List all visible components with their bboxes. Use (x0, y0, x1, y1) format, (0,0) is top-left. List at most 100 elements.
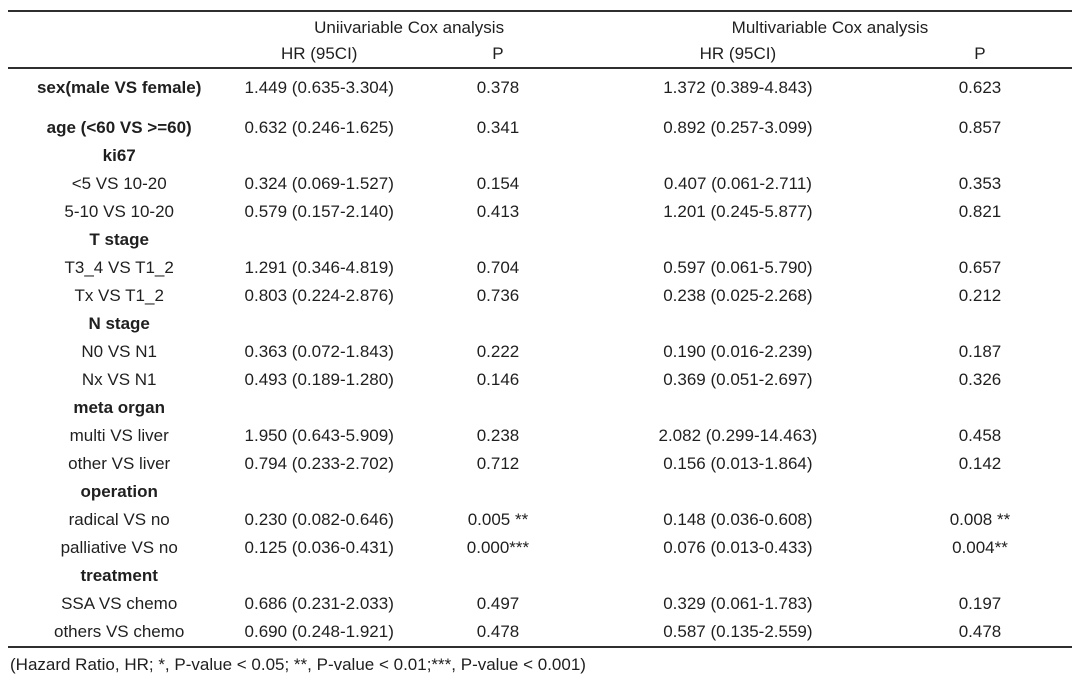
uni-hr-value: 0.363 (0.072-1.843) (244, 342, 394, 361)
row-label: multi VS liver (69, 426, 169, 445)
uni-hr-value: 0.324 (0.069-1.527) (244, 174, 394, 193)
footnote: (Hazard Ratio, HR; *, P-value < 0.05; **… (8, 646, 1072, 684)
uni-hr-value (230, 142, 408, 170)
uni-p-value: 0.736 (476, 286, 520, 305)
table-row: others VS chemo 0.690 (0.248-1.921) 0.47… (8, 618, 1072, 647)
multi-p-value: 0.821 (958, 202, 1002, 221)
multi-p-value: 0.326 (958, 370, 1002, 389)
multi-hr-header: HR (95CI) (587, 41, 888, 69)
row-label: T stage (89, 230, 149, 249)
table-row: Tx VS T1_2 0.803 (0.224-2.876) 0.736 0.2… (8, 282, 1072, 310)
group-header-spacer (8, 10, 231, 41)
multi-hr-value: 1.201 (0.245-5.877) (663, 202, 813, 221)
uni-p-value (408, 226, 588, 254)
multi-hr-value: 0.407 (0.061-2.711) (663, 174, 812, 193)
table-footer: (Hazard Ratio, HR; *, P-value < 0.05; **… (8, 646, 1072, 684)
uni-hr-value (230, 226, 408, 254)
cox-analysis-table-container: Uniivariable Cox analysis Multivariable … (8, 10, 1072, 684)
row-label: SSA VS chemo (61, 594, 178, 613)
uni-hr-value: 0.686 (0.231-2.033) (244, 594, 394, 613)
row-label: sex(male VS female) (36, 78, 202, 97)
uni-p-value: 0.378 (476, 78, 520, 97)
sub-header-row: HR (95CI) P HR (95CI) P (8, 41, 1072, 69)
uni-p-value (408, 142, 588, 170)
multi-p-value: 0.657 (958, 258, 1002, 277)
multi-hr-value (588, 562, 888, 590)
uni-hr-value: 1.291 (0.346-4.819) (244, 258, 394, 277)
multi-p-value: 0.353 (958, 174, 1002, 193)
row-label: treatment (80, 566, 158, 585)
table-row: meta organ (8, 394, 1072, 422)
uni-p-value (408, 478, 588, 506)
multi-hr-value: 0.329 (0.061-1.783) (663, 594, 813, 613)
uni-hr-value (230, 310, 408, 338)
multi-p-value (888, 226, 1072, 254)
uni-hr-value: 1.449 (0.635-3.304) (244, 78, 394, 97)
multi-hr-value: 0.597 (0.061-5.790) (663, 258, 813, 277)
cox-analysis-table: Uniivariable Cox analysis Multivariable … (8, 10, 1072, 684)
uni-hr-value (230, 394, 408, 422)
uni-p-value (408, 562, 588, 590)
uni-hr-value (230, 562, 408, 590)
table-row: age (<60 VS >=60) 0.632 (0.246-1.625) 0.… (8, 114, 1072, 142)
uni-p-value (408, 310, 588, 338)
uni-p-value: 0.712 (476, 454, 520, 473)
uni-hr-value: 1.950 (0.643-5.909) (244, 426, 394, 445)
row-label: 5-10 VS 10-20 (64, 202, 174, 221)
multi-p-value: 0.187 (958, 342, 1002, 361)
uni-p-value: 0.413 (476, 202, 520, 221)
uni-hr-value: 0.690 (0.248-1.921) (244, 622, 394, 641)
uni-hr-value: 0.632 (0.246-1.625) (244, 118, 394, 137)
group-header-multivariable: Multivariable Cox analysis (587, 10, 1072, 41)
row-label: T3_4 VS T1_2 (64, 258, 174, 277)
multi-hr-value: 0.156 (0.013-1.864) (663, 454, 813, 473)
table-body: sex(male VS female) 1.449 (0.635-3.304) … (8, 68, 1072, 647)
uni-p-value: 0.238 (476, 426, 520, 445)
uni-hr-value (230, 478, 408, 506)
row-label: palliative VS no (60, 538, 178, 557)
uni-p-header: P (408, 41, 588, 69)
row-label: Nx VS N1 (81, 370, 157, 389)
table-header: Uniivariable Cox analysis Multivariable … (8, 10, 1072, 69)
multi-hr-value: 0.369 (0.051-2.697) (663, 370, 813, 389)
uni-p-value: 0.000*** (466, 538, 530, 557)
table-row: 5-10 VS 10-20 0.579 (0.157-2.140) 0.413 … (8, 198, 1072, 226)
uni-hr-value: 0.493 (0.189-1.280) (244, 370, 394, 389)
table-row: N stage (8, 310, 1072, 338)
row-label: N0 VS N1 (81, 342, 157, 361)
multi-hr-value: 2.082 (0.299-14.463) (658, 426, 818, 445)
multi-hr-value: 0.238 (0.025-2.268) (663, 286, 813, 305)
row-label: others VS chemo (53, 622, 185, 641)
footnote-row: (Hazard Ratio, HR; *, P-value < 0.05; **… (8, 646, 1072, 684)
multi-p-value (888, 394, 1072, 422)
multi-hr-value: 0.587 (0.135-2.559) (663, 622, 813, 641)
row-label: meta organ (73, 398, 165, 417)
uni-p-value: 0.005 ** (467, 510, 529, 529)
uni-hr-value: 0.803 (0.224-2.876) (244, 286, 394, 305)
table-row: <5 VS 10-20 0.324 (0.069-1.527) 0.154 0.… (8, 170, 1072, 198)
uni-p-value: 0.146 (476, 370, 520, 389)
table-row: T stage (8, 226, 1072, 254)
uni-hr-header: HR (95CI) (230, 41, 409, 69)
table-row: ki67 (8, 142, 1072, 170)
multi-hr-value (588, 478, 888, 506)
uni-hr-value: 0.794 (0.233-2.702) (244, 454, 394, 473)
group-header-univariable: Uniivariable Cox analysis (230, 10, 588, 41)
table-row: radical VS no 0.230 (0.082-0.646) 0.005 … (8, 506, 1072, 534)
row-label: ki67 (102, 146, 136, 165)
multi-p-value: 0.623 (958, 78, 1002, 97)
table-row: multi VS liver 1.950 (0.643-5.909) 0.238… (8, 422, 1072, 450)
multi-p-value: 0.004** (952, 538, 1008, 557)
multi-hr-value (588, 142, 888, 170)
multi-hr-value: 1.372 (0.389-4.843) (663, 78, 813, 97)
multi-hr-value (588, 226, 888, 254)
table-row: palliative VS no 0.125 (0.036-0.431) 0.0… (8, 534, 1072, 562)
multi-p-value: 0.458 (958, 426, 1002, 445)
multi-p-header: P (887, 41, 1072, 69)
multi-p-value (888, 478, 1072, 506)
multi-hr-value: 0.190 (0.016-2.239) (663, 342, 813, 361)
table-row: SSA VS chemo 0.686 (0.231-2.033) 0.497 0… (8, 590, 1072, 618)
uni-p-value: 0.497 (476, 594, 520, 613)
row-label: age (<60 VS >=60) (46, 118, 192, 137)
multi-p-value: 0.857 (958, 118, 1002, 137)
